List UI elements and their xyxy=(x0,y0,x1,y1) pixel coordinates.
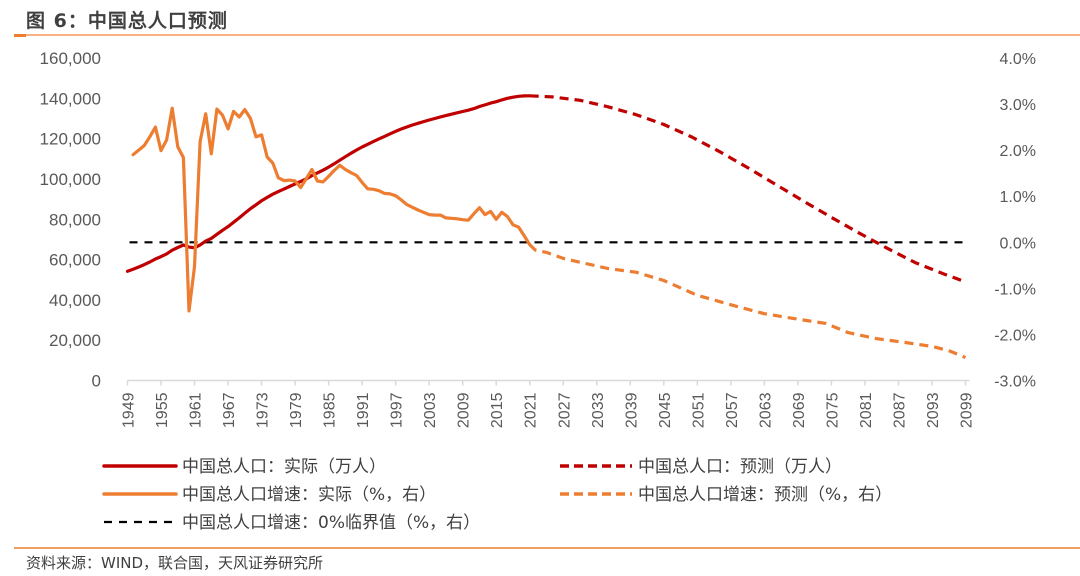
x-axis-tick-label: 2015 xyxy=(489,392,506,428)
chart-title: 图 6：中国总人口预测 xyxy=(26,10,228,32)
right-axis-tick-label: -3.0% xyxy=(994,374,1036,391)
series-line-growth-forecast xyxy=(528,243,967,359)
x-axis-tick-label: 1949 xyxy=(121,392,138,428)
x-axis-tick-label: 1973 xyxy=(255,392,272,428)
left-axis-tick-label: 140,000 xyxy=(40,89,101,108)
x-axis-tick-label: 2057 xyxy=(724,392,741,428)
legend-label: 中国总人口增速：实际（%，右） xyxy=(182,485,436,505)
x-axis-tick-label: 1991 xyxy=(355,392,372,428)
x-axis-tick-label: 2087 xyxy=(891,392,908,428)
x-axis-tick-label: 1979 xyxy=(288,392,305,428)
x-axis-tick-label: 2045 xyxy=(657,392,674,428)
right-axis-tick-label: -2.0% xyxy=(994,327,1036,344)
left-axis-tick-label: 100,000 xyxy=(40,170,101,189)
left-axis-tick-label: 60,000 xyxy=(49,251,101,270)
x-axis-tick-label: 1985 xyxy=(322,392,339,428)
right-axis-tick-label: 3.0% xyxy=(1000,97,1036,114)
legend-item-population-actual: 中国总人口：实际（万人） xyxy=(102,457,386,477)
x-axis-tick-label: 2021 xyxy=(523,392,540,428)
legend-label: 中国总人口：预测（万人） xyxy=(638,457,842,477)
legend-label: 中国总人口增速：预测（%，右） xyxy=(638,485,892,505)
x-axis-tick-label: 1955 xyxy=(154,392,171,428)
x-axis-tick-label: 2033 xyxy=(590,392,607,428)
x-axis-tick-label: 2075 xyxy=(824,392,841,428)
right-axis-tick-label: 2.0% xyxy=(1000,143,1036,160)
x-axis-tick-label: 2051 xyxy=(690,392,707,428)
x-axis-tick-label: 2099 xyxy=(959,392,976,428)
x-axis-tick-label: 2039 xyxy=(623,392,640,428)
legend-label: 中国总人口：实际（万人） xyxy=(182,457,386,477)
left-axis-tick-label: 20,000 xyxy=(49,331,101,350)
x-axis-tick-label: 1997 xyxy=(389,392,406,428)
left-axis-tick-label: 0 xyxy=(92,372,101,391)
source-note: 资料来源：WIND，联合国，天风证券研究所 xyxy=(26,554,324,572)
source-divider xyxy=(14,547,1080,549)
right-axis-tick-label: 0.0% xyxy=(1000,235,1036,252)
x-axis-tick-label: 2009 xyxy=(456,392,473,428)
left-axis-ticks: 0 20,000 40,000 60,000 80,000 100,000 120,000 1… xyxy=(40,49,101,391)
x-axis-tick-label: 1967 xyxy=(221,392,238,428)
title-divider-accent xyxy=(14,34,26,37)
x-axis-tick-label: 2063 xyxy=(757,392,774,428)
title-divider xyxy=(14,34,1080,36)
left-axis-tick-label: 40,000 xyxy=(49,291,101,310)
x-axis-tick-label: 2093 xyxy=(925,392,942,428)
legend: 中国总人口：实际（万人） 中国总人口：预测（万人） 中国总人口增速：实际（%，右） 中… xyxy=(102,457,892,533)
right-axis-tick-label: 1.0% xyxy=(1000,189,1036,206)
left-axis-tick-label: 120,000 xyxy=(40,130,101,149)
legend-label: 中国总人口增速：0%临界值（%，右） xyxy=(182,513,480,533)
x-axis: 1949 1955 1961 1967 1973 1979 1985 1991 1997 2003… xyxy=(121,379,976,428)
x-axis-tick-label: 1961 xyxy=(188,392,205,428)
series-layer xyxy=(125,94,970,359)
legend-item-growth-actual: 中国总人口增速：实际（%，右） xyxy=(102,485,436,505)
right-axis-tick-label: -1.0% xyxy=(994,281,1036,298)
legend-item-growth-forecast: 中国总人口增速：预测（%，右） xyxy=(560,485,892,505)
x-axis-tick-label: 2069 xyxy=(791,392,808,428)
legend-item-zero-threshold: 中国总人口增速：0%临界值（%，右） xyxy=(104,513,480,533)
right-axis-tick-label: 4.0% xyxy=(1000,51,1036,68)
x-axis-tick-label: 2003 xyxy=(422,392,439,428)
series-line-growth-actual xyxy=(131,106,532,313)
left-axis-tick-label: 80,000 xyxy=(49,210,101,229)
x-axis-tick-label: 2081 xyxy=(858,392,875,428)
series-line-population-forecast xyxy=(529,94,967,284)
x-axis-tick-label: 2027 xyxy=(556,392,573,428)
left-axis-tick-label: 160,000 xyxy=(40,49,101,68)
legend-item-population-forecast: 中国总人口：预测（万人） xyxy=(560,457,842,477)
right-axis-ticks: -3.0% -2.0% -1.0% 0.0% 1.0% 2.0% 3.0% 4.0% xyxy=(994,51,1036,391)
